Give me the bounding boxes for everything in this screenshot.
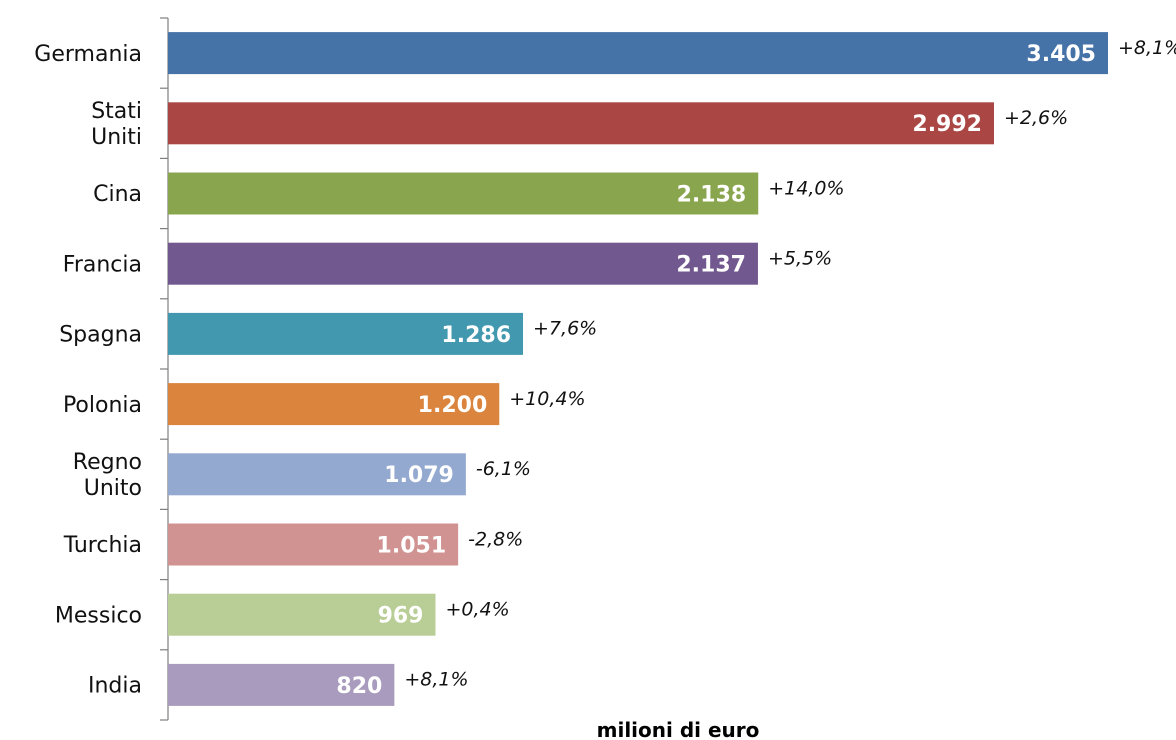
bar [168,593,436,636]
category-label: Regno Unito [73,450,142,501]
value-label: 969 [378,604,424,629]
bar [168,383,500,426]
value-label: 2.137 [676,253,746,278]
change-label: +2,6% [1004,107,1068,129]
bar [168,312,524,355]
category-label: Cina [93,182,142,207]
x-axis-title: milioni di euro [597,718,760,740]
bar [168,172,759,215]
value-label: 3.405 [1026,42,1096,67]
value-label: 1.286 [441,323,511,348]
value-label: 1.200 [418,393,488,418]
category-label: Stati Uniti [91,99,142,150]
category-label: Francia [63,252,142,277]
category-label: Turchia [63,533,142,558]
change-label: -6,1% [476,458,531,480]
value-label: 2.138 [677,182,747,207]
change-label: +5,5% [768,248,832,270]
change-label: +0,4% [446,599,510,621]
value-label: 1.079 [384,463,454,488]
change-label: +7,6% [533,318,597,340]
change-label: +8,1% [1118,37,1176,59]
bar [168,453,466,496]
category-label: Spagna [59,323,142,348]
change-label: +14,0% [768,177,844,199]
bar [168,242,758,285]
category-label: Germania [34,42,142,67]
value-label: 1.051 [377,533,447,558]
value-label: 820 [336,674,382,699]
change-label: +8,1% [404,669,468,691]
bar [168,663,395,706]
value-label: 2.992 [912,112,982,137]
bar [168,102,994,145]
bar [168,523,459,566]
bar [168,32,1108,75]
change-label: +10,4% [509,388,585,410]
category-label: Polonia [63,393,142,418]
category-label: Messico [55,603,142,628]
change-label: -2,8% [468,528,523,550]
category-label: India [88,674,142,699]
